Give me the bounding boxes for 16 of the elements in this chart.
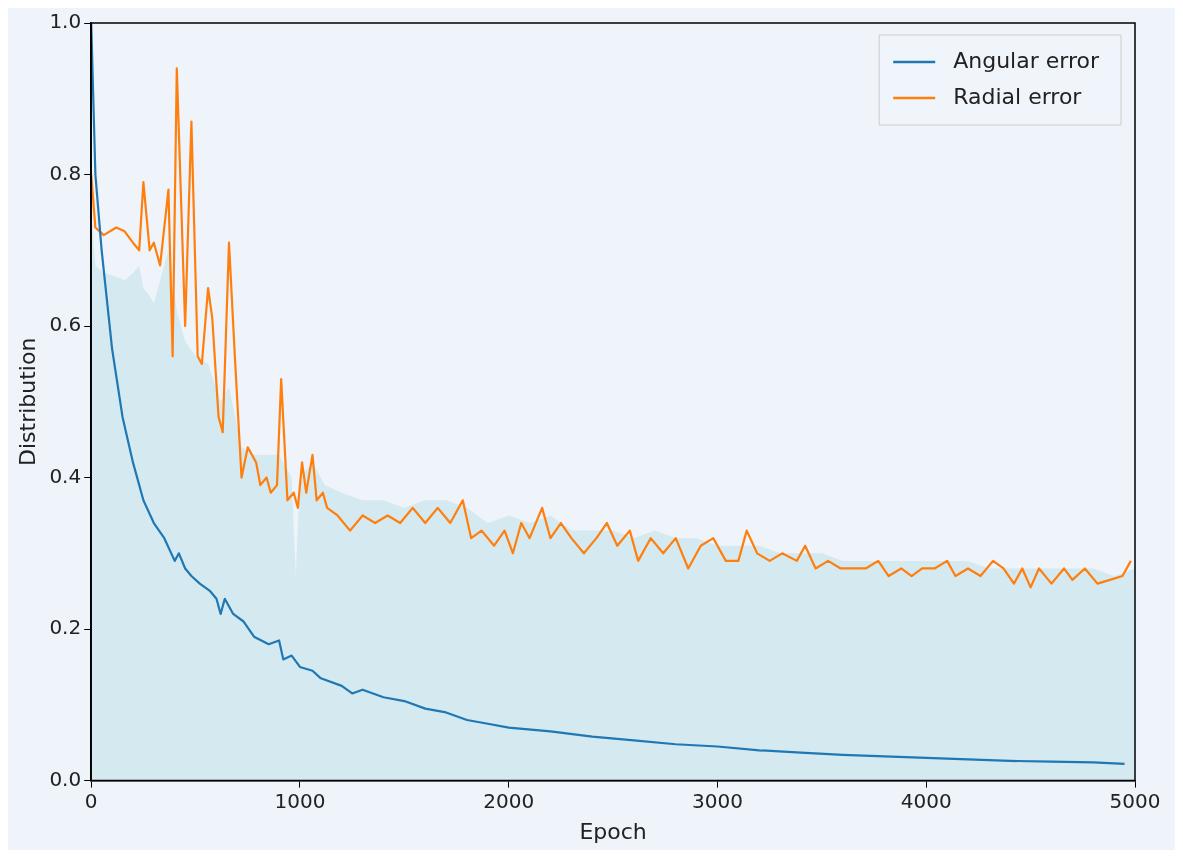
x-tick-label: 4000 bbox=[900, 788, 952, 813]
y-tick-label: 1.0 bbox=[49, 9, 82, 34]
y-tick-label: 0.8 bbox=[49, 160, 82, 185]
legend-label: Radial error bbox=[953, 83, 1083, 109]
y-tick-label: 0.0 bbox=[49, 766, 82, 791]
x-tick-label: 5000 bbox=[1109, 788, 1161, 813]
legend-label: Angular error bbox=[953, 47, 1100, 73]
y-tick-label: 0.4 bbox=[49, 463, 82, 488]
x-axis-title: Epoch bbox=[579, 818, 647, 844]
x-tick-label: 3000 bbox=[692, 788, 743, 813]
x-tick-label: 2000 bbox=[483, 788, 535, 813]
y-tick-label: 0.2 bbox=[49, 615, 82, 640]
y-axis-title: Distribution bbox=[14, 337, 40, 466]
y-tick-label: 0.6 bbox=[49, 312, 82, 337]
x-tick-label: 1000 bbox=[274, 788, 326, 813]
x-tick-label: 0 bbox=[84, 788, 98, 813]
